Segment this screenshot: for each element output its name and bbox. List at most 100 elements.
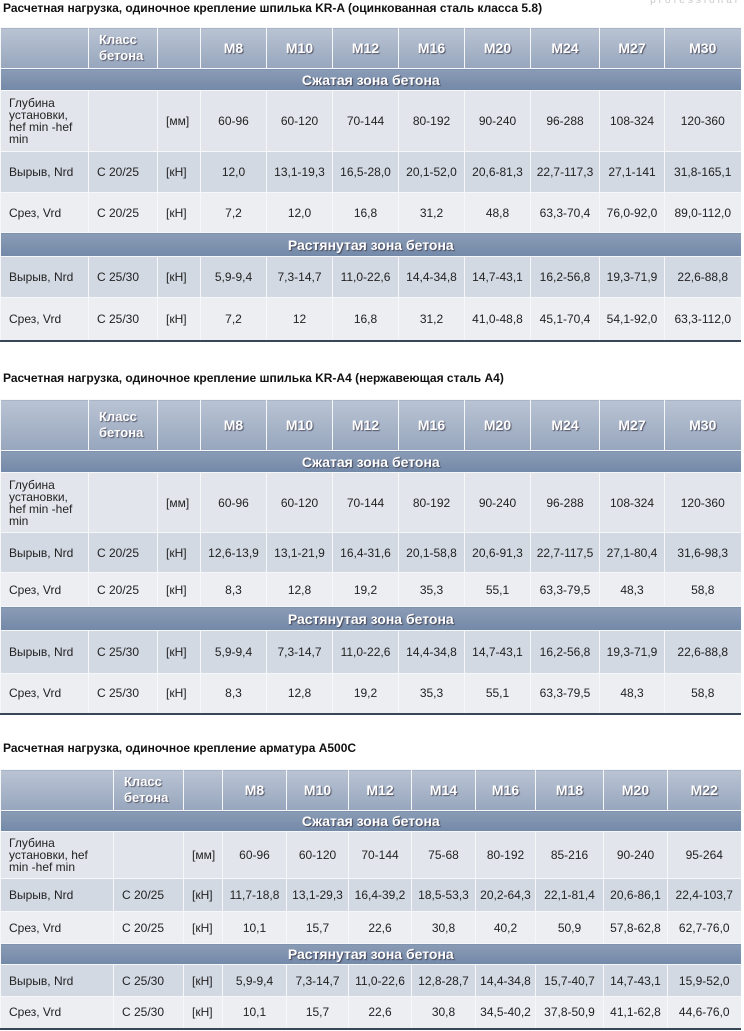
value-cell: 85-216 (535, 831, 604, 879)
size-header: M10 (266, 399, 333, 451)
value-cell: 12,8-28,7 (411, 964, 476, 997)
value-cell: 55,1 (464, 673, 531, 714)
value-cell: 20,6-81,3 (464, 151, 531, 193)
table-row: Вырыв, Nrd C 25/30 [кН] 5,9-9,4 7,3-14,7 11,0… (0, 964, 741, 997)
value-cell: 12,8 (266, 572, 333, 607)
size-header: M27 (599, 399, 665, 451)
value-cell: 55,1 (464, 572, 531, 607)
table-row: Вырыв, Nrd C 20/25 [кН] 12,6-13,9 13,1-21,9 1… (0, 532, 741, 573)
value-cell: 63,3-70,4 (530, 192, 600, 233)
table-row: Срез, Vrd C 25/30 [кН] 7,2 12 16,8 31,2 41,0-48… (0, 297, 741, 341)
unit: [кН] (157, 151, 201, 193)
value-cell: 11,0-22,6 (332, 256, 399, 298)
value-cell: 15,7 (286, 911, 349, 944)
row-label: Срез, Vrd (0, 192, 89, 233)
size-header: M16 (475, 769, 536, 811)
unit: [кН] (183, 911, 223, 944)
size-header: M8 (222, 769, 287, 811)
value-cell: 120-360 (664, 90, 741, 152)
unit: [кН] (157, 532, 201, 573)
value-cell: 12,0 (200, 151, 267, 193)
watermark: professional (650, 0, 740, 6)
value-cell: 19,2 (332, 572, 399, 607)
value-cell: 27,1-141 (599, 151, 665, 193)
section-title: Сжатая зона бетона (0, 450, 741, 473)
row-label: Срез, Vrd (0, 673, 89, 714)
empty-cell (88, 472, 158, 533)
value-cell: 96-288 (530, 472, 600, 533)
value-cell: 13,1-19,3 (266, 151, 333, 193)
size-header: M16 (398, 399, 465, 451)
value-cell: 90-240 (464, 472, 531, 533)
size-header: M20 (603, 769, 668, 811)
value-cell: 50,9 (535, 911, 604, 944)
row-label: Срез, Vrd (0, 572, 89, 607)
value-cell: 31,6-98,3 (664, 532, 741, 573)
unit: [кН] (157, 572, 201, 607)
table-row: Растянутая зона бетона (0, 232, 741, 257)
value-cell: 19,3-71,9 (599, 256, 665, 298)
size-header: M8 (200, 399, 267, 451)
unit: [кН] (183, 964, 223, 997)
value-cell: 11,0-22,6 (332, 630, 399, 674)
row-label: Вырыв, Nrd (0, 532, 89, 573)
value-cell: 63,3-112,0 (664, 297, 741, 341)
value-cell: 16,4-31,6 (332, 532, 399, 573)
value-cell: 58,8 (664, 673, 741, 714)
value-cell: 41,0-48,8 (464, 297, 531, 341)
value-cell: 45,1-70,4 (530, 297, 600, 341)
table-row: Срез, Vrd C 25/30 [кН] 8,3 12,8 19,2 35,3 55,1 6… (0, 673, 741, 714)
value-cell: 10,1 (222, 996, 287, 1029)
value-cell: 22,1-81,4 (535, 878, 604, 912)
size-header: M24 (530, 27, 600, 69)
value-cell: 48,3 (599, 572, 665, 607)
value-cell: 37,8-50,9 (535, 996, 604, 1029)
value-cell: 11,7-18,8 (222, 878, 287, 912)
header-cell (157, 27, 201, 69)
table-title: Расчетная нагрузка, одиночное крепление … (3, 1, 543, 15)
value-cell: 18,5-53,3 (411, 878, 476, 912)
table-row: Вырыв, Nrd C 25/30 [кН] 5,9-9,4 7,3-14,7 11,0… (0, 630, 741, 674)
value-cell: 19,2 (332, 673, 399, 714)
section-title: Растянутая зона бетона (0, 232, 741, 257)
value-cell: 20,6-86,1 (603, 878, 668, 912)
value-cell: 48,3 (599, 673, 665, 714)
unit: [кН] (157, 630, 201, 674)
concrete-class-header: Класс бетона (88, 27, 158, 69)
table-title: Расчетная нагрузка, одиночное крепление … (3, 741, 357, 755)
value-cell: 40,2 (475, 911, 536, 944)
value-cell: 14,4-34,8 (398, 630, 465, 674)
value-cell: 22,6 (348, 996, 412, 1029)
value-cell: 5,9-9,4 (200, 630, 267, 674)
value-cell: 90-240 (603, 831, 668, 879)
size-header: M10 (266, 27, 333, 69)
value-cell: 60-96 (222, 831, 287, 879)
table-row: Класс бетона M8 M10 M12 M16 M20 M24 M27 M30 (0, 399, 741, 451)
value-cell: 14,7-43,1 (464, 630, 531, 674)
value-cell: 30,8 (411, 911, 476, 944)
table-row: Глубина установки, hef min -hef min [мм] 6… (0, 472, 741, 533)
value-cell: 22,6-88,8 (664, 630, 741, 674)
value-cell: 90-240 (464, 90, 531, 152)
size-header: M10 (286, 769, 349, 811)
concrete-class: C 20/25 (88, 532, 158, 573)
table-row: Глубина установки, hef min -hef min [мм] 6… (0, 90, 741, 152)
table-row: Растянутая зона бетона (0, 606, 741, 631)
data-table: Класс бетона M8 M10 M12 M14 M16 M18 M20 M22 Сжата… (0, 769, 741, 1030)
row-label: Вырыв, Nrd (0, 256, 89, 298)
value-cell: 16,8 (332, 192, 399, 233)
value-cell: 14,7-43,1 (603, 964, 668, 997)
value-cell: 95-264 (667, 831, 741, 879)
table-body: Класс бетона M8 M10 M12 M16 M20 M24 M27 M30 Сжата… (0, 27, 741, 341)
value-cell: 96-288 (530, 90, 600, 152)
size-header: M12 (332, 399, 399, 451)
value-cell: 7,3-14,7 (286, 964, 349, 997)
row-label: Глубина установки, hef min -hef min (0, 90, 89, 152)
unit: [мм] (157, 90, 201, 152)
concrete-class: C 25/30 (88, 673, 158, 714)
size-header: M8 (200, 27, 267, 69)
value-cell: 16,5-28,0 (332, 151, 399, 193)
value-cell: 44,6-76,0 (667, 996, 741, 1029)
value-cell: 57,8-62,8 (603, 911, 668, 944)
